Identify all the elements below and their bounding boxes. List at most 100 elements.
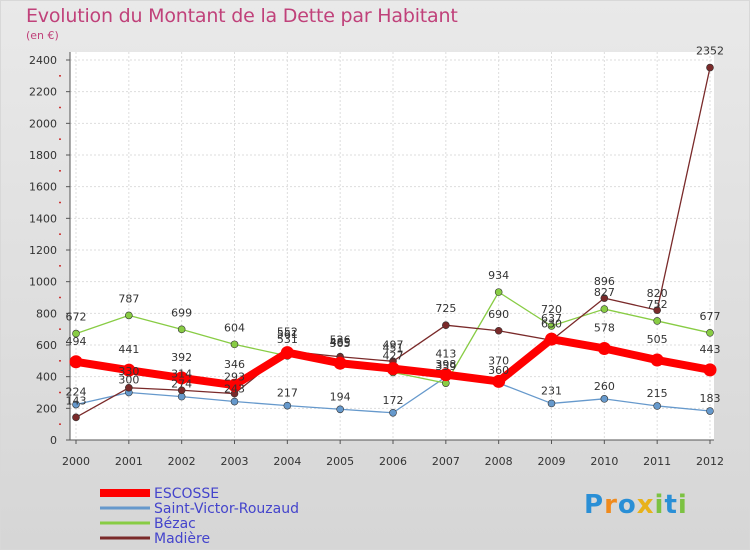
data-label: 314 (171, 367, 192, 380)
y-tick-label: 0 (50, 434, 57, 447)
y-tick-label: 1400 (29, 212, 57, 225)
logo-letter: t (664, 490, 678, 520)
logo-letter: i (654, 490, 665, 520)
data-point (653, 306, 661, 314)
data-label: 720 (541, 303, 562, 316)
data-label: 172 (383, 394, 404, 407)
data-label: 934 (488, 269, 509, 282)
data-label: 677 (700, 310, 721, 323)
data-point (230, 397, 239, 406)
data-point (706, 63, 714, 72)
x-tick-label: 2000 (62, 455, 90, 468)
data-label: 224 (66, 386, 87, 399)
data-label: 231 (541, 384, 562, 397)
data-point (386, 362, 400, 376)
data-point (494, 288, 503, 296)
data-point (494, 326, 503, 335)
data-label: 194 (330, 390, 351, 403)
data-point (547, 322, 556, 330)
y-tick-label: 600 (36, 339, 57, 352)
data-label: 260 (594, 380, 615, 393)
data-label: 443 (700, 343, 721, 356)
data-point (283, 401, 292, 410)
logo-letter: x (636, 490, 655, 520)
data-point (72, 400, 80, 409)
data-label: 531 (277, 333, 298, 346)
data-point (230, 340, 239, 349)
data-point (600, 305, 609, 313)
data-label: 497 (383, 338, 404, 351)
data-label: 787 (118, 292, 139, 305)
data-label: 494 (66, 335, 87, 348)
y-tick-label: 1000 (29, 276, 57, 289)
data-label: 243 (224, 383, 245, 396)
data-label: 413 (435, 348, 456, 361)
legend-label: Madière (154, 531, 210, 547)
data-point (72, 329, 80, 338)
x-tick-label: 2004 (273, 455, 301, 468)
data-point (600, 395, 609, 403)
data-label: 392 (171, 351, 192, 364)
data-label: 526 (330, 334, 351, 347)
data-label: 827 (594, 286, 615, 299)
data-point (122, 363, 136, 377)
y-tick-label: 1200 (29, 244, 57, 257)
data-label: 217 (277, 387, 298, 400)
chart-subtitle: (en €) (26, 29, 59, 42)
data-point (125, 311, 133, 320)
logo-letter: r (604, 490, 618, 520)
x-tick-label: 2007 (432, 455, 460, 468)
data-point (72, 413, 80, 422)
data-label: 398 (435, 358, 456, 371)
data-label: 370 (488, 354, 509, 367)
data-label: 690 (488, 308, 509, 321)
x-tick-label: 2011 (643, 455, 671, 468)
data-label: 699 (171, 306, 192, 319)
data-label: 451 (383, 342, 404, 355)
legend-label: Saint-Victor-Rouzaud (154, 501, 299, 517)
data-label: 820 (647, 287, 668, 300)
data-label: 725 (435, 302, 456, 315)
data-point (69, 355, 83, 369)
data-point (228, 378, 241, 392)
data-label: 505 (647, 333, 668, 346)
data-point (177, 386, 186, 395)
data-label: 215 (647, 387, 668, 400)
proxiti-logo: Proxiti (584, 490, 688, 520)
data-point (706, 407, 714, 415)
data-point (597, 341, 611, 355)
x-tick-label: 2012 (696, 455, 724, 468)
x-tick-label: 2006 (379, 455, 407, 468)
data-label: 183 (700, 392, 721, 405)
data-point (547, 399, 556, 408)
data-label: 604 (224, 321, 245, 334)
x-tick-label: 2002 (168, 455, 196, 468)
logo-letter: P (584, 490, 605, 520)
data-point (177, 325, 186, 334)
data-label: 427 (383, 349, 404, 362)
data-label: 896 (594, 275, 615, 288)
y-tick-label: 200 (36, 402, 57, 415)
y-tick-label: 2400 (29, 54, 57, 67)
x-tick-label: 2005 (326, 455, 354, 468)
data-point (650, 353, 664, 367)
legend-label: Bézac (154, 516, 196, 532)
y-tick-label: 2200 (29, 86, 57, 99)
x-tick-label: 2003 (221, 455, 249, 468)
data-point (600, 294, 609, 302)
data-label: 752 (647, 298, 668, 311)
data-point (177, 392, 186, 401)
x-tick-label: 2008 (485, 455, 513, 468)
data-point (492, 374, 506, 388)
data-point (280, 346, 294, 360)
chart-title: Evolution du Montant de la Dette par Hab… (26, 5, 458, 27)
data-point (333, 356, 347, 370)
data-point (175, 371, 189, 385)
data-label: 505 (330, 337, 351, 350)
data-point (703, 363, 717, 377)
legend-label: ESCOSSE (154, 486, 219, 502)
data-point (545, 332, 558, 346)
data-point (442, 321, 450, 330)
data-label: 2352 (696, 45, 724, 58)
data-label: 330 (118, 365, 139, 378)
